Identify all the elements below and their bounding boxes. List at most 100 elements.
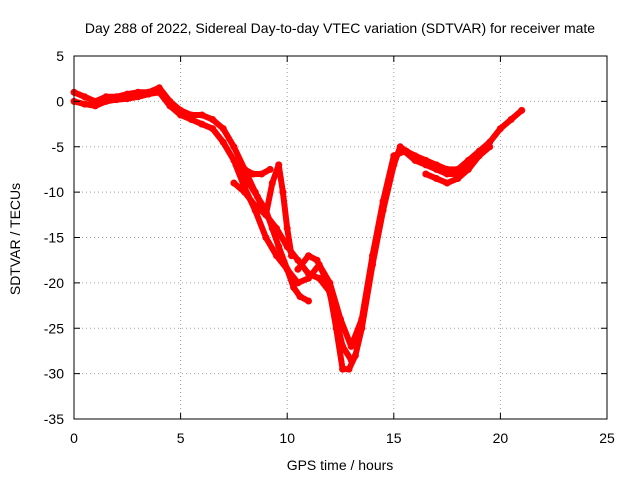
data-point <box>102 97 110 105</box>
data-point <box>275 161 283 169</box>
data-point <box>288 252 295 260</box>
data-point <box>347 356 355 364</box>
data-point <box>155 88 163 96</box>
data-point <box>241 188 249 196</box>
data-point <box>209 125 217 133</box>
grid-lines <box>74 56 607 419</box>
data-point <box>268 179 276 187</box>
series-line-branch-b <box>237 171 312 304</box>
data-point <box>275 243 283 251</box>
data-point <box>347 342 355 350</box>
data-point <box>507 116 515 123</box>
data-point <box>145 90 153 98</box>
data-point <box>198 120 206 128</box>
series-line-main <box>71 84 525 373</box>
data-point <box>187 116 195 123</box>
data-series <box>70 84 526 373</box>
data-point <box>339 365 347 373</box>
data-point <box>219 138 227 146</box>
data-point <box>432 165 440 173</box>
x-tick-label: 5 <box>177 430 185 446</box>
data-point <box>219 125 227 133</box>
data-point <box>305 252 312 260</box>
data-point <box>283 265 291 273</box>
data-point <box>268 224 276 232</box>
data-point <box>330 306 338 314</box>
data-point <box>322 274 330 282</box>
y-tick-label: -25 <box>44 320 64 336</box>
data-point <box>422 170 430 178</box>
data-point <box>166 102 174 110</box>
data-point <box>296 293 304 300</box>
x-tick-label: 10 <box>279 430 295 446</box>
data-point <box>232 161 240 169</box>
data-point <box>241 165 249 173</box>
data-point <box>294 256 302 264</box>
data-point <box>123 95 131 103</box>
data-point <box>401 147 408 155</box>
y-axis-label: SDTVAR / TECUs <box>7 183 23 295</box>
data-point <box>411 156 419 164</box>
y-tick-label: -10 <box>44 184 64 200</box>
axis-ticks: 0 5 10 15 20 25 5 0 -5 -10 -15 -20 -25 -30 -35 <box>44 48 615 446</box>
data-point <box>464 165 472 173</box>
data-point <box>454 175 462 182</box>
data-point <box>258 170 266 178</box>
chart-title: Day 288 of 2022, Sidereal Day-to-day VTE… <box>85 20 595 36</box>
data-point <box>209 116 217 123</box>
x-tick-label: 0 <box>70 430 78 446</box>
y-tick-label: -30 <box>44 366 64 382</box>
y-tick-label: -35 <box>44 411 64 427</box>
data-point <box>351 352 359 359</box>
data-point <box>249 170 257 178</box>
data-point <box>279 188 287 196</box>
data-point <box>294 265 302 273</box>
data-point <box>315 274 323 282</box>
x-tick-label: 25 <box>599 430 615 446</box>
data-point <box>113 96 121 104</box>
y-tick-label: -5 <box>52 139 65 155</box>
data-point <box>496 125 504 133</box>
data-point <box>443 170 451 178</box>
data-point <box>81 93 89 101</box>
data-point <box>245 179 253 187</box>
data-point <box>134 93 142 101</box>
data-point <box>236 170 244 178</box>
data-point <box>294 279 302 287</box>
data-point <box>432 175 440 182</box>
series-line-offset-a <box>71 89 483 350</box>
y-tick-label: 5 <box>56 48 64 64</box>
data-point <box>305 274 312 282</box>
data-point <box>369 252 376 260</box>
x-tick-label: 20 <box>493 430 509 446</box>
data-point <box>486 143 494 151</box>
data-point <box>305 297 312 305</box>
data-point <box>358 315 366 323</box>
data-point <box>345 365 353 373</box>
data-point <box>253 193 261 201</box>
data-point <box>379 197 387 205</box>
data-point <box>230 143 238 151</box>
y-tick-label: -15 <box>44 230 64 246</box>
data-point <box>230 179 238 187</box>
y-tick-label: -20 <box>44 275 64 291</box>
data-point <box>339 342 347 350</box>
data-point <box>518 106 526 114</box>
data-point <box>475 152 483 160</box>
data-point <box>443 179 451 187</box>
data-point <box>290 283 298 291</box>
y-tick-label: 0 <box>56 93 64 109</box>
data-point <box>283 224 291 232</box>
data-point <box>262 234 270 241</box>
data-point <box>177 111 185 119</box>
data-point <box>313 256 321 264</box>
data-point <box>390 152 398 160</box>
data-point <box>81 100 89 108</box>
data-point <box>251 202 259 210</box>
x-tick-label: 15 <box>386 430 402 446</box>
x-axis-label: GPS time / hours <box>287 457 394 473</box>
data-point <box>198 111 206 119</box>
data-point <box>422 161 430 169</box>
data-point <box>396 143 404 151</box>
